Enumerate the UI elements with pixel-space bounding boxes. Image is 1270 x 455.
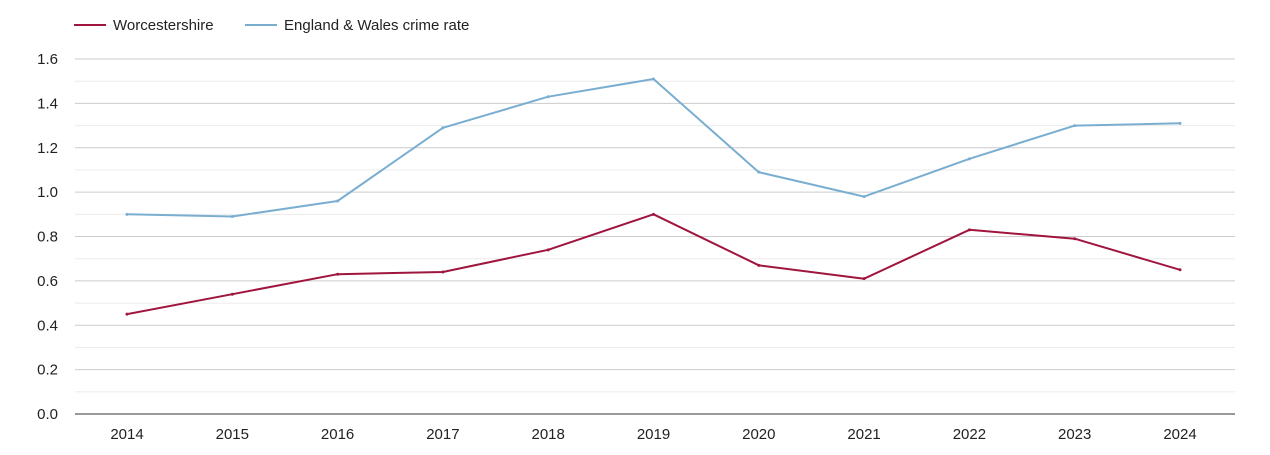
x-tick-label: 2014 bbox=[110, 426, 143, 443]
data-point-worcestershire bbox=[441, 270, 445, 274]
data-point-england-wales-crime-rate bbox=[1073, 124, 1077, 128]
series-lines bbox=[125, 77, 1182, 316]
data-point-england-wales-crime-rate bbox=[441, 126, 445, 130]
data-point-england-wales-crime-rate bbox=[757, 170, 761, 174]
data-point-england-wales-crime-rate bbox=[1178, 121, 1182, 125]
y-tick-label: 1.4 bbox=[37, 95, 58, 112]
data-point-worcestershire bbox=[862, 277, 866, 281]
data-point-worcestershire bbox=[230, 292, 234, 296]
series-line-worcestershire bbox=[126, 213, 1181, 316]
legend-label-england-wales: England & Wales crime rate bbox=[284, 17, 469, 34]
data-point-england-wales-crime-rate bbox=[967, 157, 971, 161]
data-point-england-wales-crime-rate bbox=[230, 215, 234, 219]
y-tick-label: 1.6 bbox=[37, 51, 58, 68]
data-point-worcestershire bbox=[546, 248, 550, 252]
y-tick-label: 0.2 bbox=[37, 362, 58, 379]
data-point-worcestershire bbox=[652, 212, 655, 216]
data-point-worcestershire bbox=[336, 272, 340, 276]
data-point-england-wales-crime-rate bbox=[652, 77, 655, 81]
gridlines bbox=[75, 58, 1235, 393]
x-tick-label: 2020 bbox=[742, 426, 775, 443]
y-axis: 0.0 0.2 0.4 0.6 0.8 1.0 1.2 1.4 1.6 bbox=[37, 51, 58, 423]
data-point-worcestershire bbox=[757, 263, 761, 267]
data-point-england-wales-crime-rate bbox=[125, 212, 129, 216]
x-tick-label: 2016 bbox=[321, 426, 354, 443]
data-point-worcestershire bbox=[125, 312, 129, 316]
x-axis: 2014 2015 2016 2017 2018 2019 2020 2021 2022 2023… bbox=[75, 413, 1235, 443]
x-tick-label: 2015 bbox=[216, 426, 249, 443]
data-point-worcestershire bbox=[967, 228, 971, 232]
y-tick-label: 1.0 bbox=[37, 184, 58, 201]
x-tick-label: 2023 bbox=[1058, 426, 1091, 443]
y-tick-label: 1.2 bbox=[37, 140, 58, 157]
x-tick-label: 2024 bbox=[1163, 426, 1196, 443]
data-point-england-wales-crime-rate bbox=[862, 195, 866, 199]
x-tick-label: 2018 bbox=[532, 426, 565, 443]
y-tick-label: 0.0 bbox=[37, 406, 58, 423]
data-point-england-wales-crime-rate bbox=[546, 95, 550, 99]
legend-label-worcestershire: Worcestershire bbox=[113, 17, 214, 34]
data-point-england-wales-crime-rate bbox=[336, 199, 340, 203]
legend: Worcestershire England & Wales crime rat… bbox=[74, 17, 469, 34]
x-tick-label: 2022 bbox=[953, 426, 986, 443]
x-tick-label: 2017 bbox=[426, 426, 459, 443]
data-point-worcestershire bbox=[1178, 268, 1182, 272]
x-tick-label: 2019 bbox=[637, 426, 670, 443]
y-tick-label: 0.8 bbox=[37, 229, 58, 246]
x-tick-label: 2021 bbox=[847, 426, 880, 443]
data-point-worcestershire bbox=[1073, 237, 1077, 241]
y-tick-label: 0.6 bbox=[37, 273, 58, 290]
y-tick-label: 0.4 bbox=[37, 317, 58, 334]
